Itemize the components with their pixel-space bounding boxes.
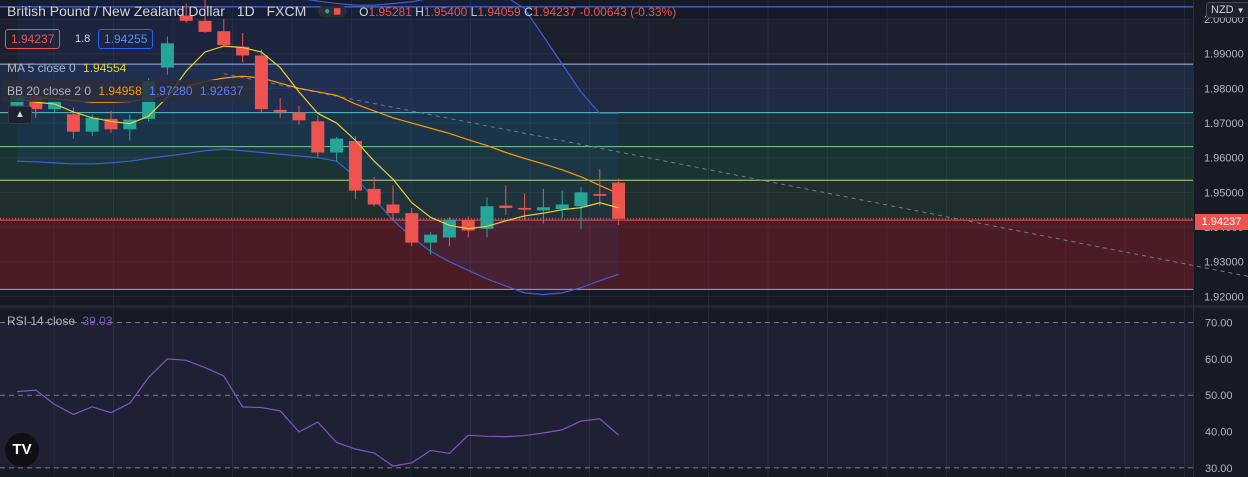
candle	[555, 190, 569, 219]
candle	[536, 188, 550, 224]
rsi-tick-label: 50.00	[1205, 390, 1233, 402]
symbol-title[interactable]: British Pound / New Zealand Dollar	[7, 3, 225, 19]
candle	[123, 114, 137, 141]
candle-body	[85, 117, 99, 132]
candle	[461, 216, 475, 238]
currency-selector[interactable]: NZD ▼	[1206, 2, 1248, 18]
tradingview-logo-icon[interactable]: TV	[5, 433, 39, 467]
candle	[217, 19, 231, 47]
chevron-down-icon: ▼	[1236, 6, 1245, 15]
candle-body	[536, 207, 550, 211]
bb-legend[interactable]: BB 20 close 2 0 1.94958 1.97280 1.92637	[2, 80, 252, 102]
price-tick-label: 1.95000	[1204, 187, 1244, 199]
currency-icon: ◼	[332, 6, 342, 17]
chart-legend: British Pound / New Zealand Dollar 1D FX…	[7, 3, 676, 19]
candle-body	[123, 119, 137, 130]
buy-price-button[interactable]: 1.94255	[98, 29, 154, 49]
price-zone	[0, 112, 1193, 147]
candle-body	[518, 207, 532, 210]
candle	[198, 0, 212, 33]
candle	[292, 105, 306, 125]
market-open-dot-icon: ●	[324, 6, 331, 17]
candle-body	[424, 234, 438, 243]
candle	[66, 107, 80, 139]
ohlc-values: O1.95281 H1.95400 L1.94059 C1.94237 -0.0…	[359, 5, 677, 19]
candle	[405, 207, 419, 247]
price-tick-label: 1.98000	[1204, 83, 1244, 95]
candle-body	[160, 43, 174, 68]
candle-body	[442, 220, 456, 238]
candle-body	[480, 206, 494, 229]
candle	[386, 185, 400, 221]
candle-body	[574, 192, 588, 207]
candle-body	[461, 220, 475, 231]
rsi-tick-label: 30.00	[1205, 463, 1233, 475]
candle	[179, 3, 193, 23]
candle-body	[254, 55, 268, 110]
last-price-tag: 1.94237	[1195, 214, 1248, 230]
candle-body	[104, 118, 118, 130]
candle	[593, 168, 607, 207]
ma-legend[interactable]: MA 5 close 0 1.94554	[7, 61, 127, 75]
price-zone	[0, 220, 1193, 290]
candle-body	[198, 20, 212, 32]
candle-body	[48, 100, 62, 110]
candle-body	[292, 112, 306, 121]
rsi-legend[interactable]: RSI 14 close 39.03	[7, 314, 113, 328]
candle	[160, 36, 174, 75]
candle	[254, 49, 268, 113]
candle-body	[273, 109, 287, 112]
candle-body	[367, 188, 381, 205]
moving-average	[16, 45, 619, 230]
ma-line	[16, 45, 619, 230]
bb-middle-line	[16, 75, 619, 195]
candle	[273, 98, 287, 118]
bb-upper-line	[306, 0, 619, 114]
candle	[311, 115, 325, 158]
price-tick-label: 1.99000	[1204, 49, 1244, 61]
price-tick-label: 1.96000	[1204, 153, 1244, 165]
candle-body	[311, 121, 325, 153]
candle-body	[66, 114, 80, 132]
rsi-tick-label: 70.00	[1205, 318, 1233, 330]
candle	[612, 178, 626, 225]
candle-body	[555, 204, 569, 209]
candle	[480, 197, 494, 238]
candle-body	[593, 194, 607, 196]
candle	[424, 232, 438, 255]
source-label: FXCM	[266, 3, 307, 19]
spread-value: 1.8	[75, 33, 91, 45]
rsi-tick-label: 40.00	[1205, 427, 1233, 439]
candle	[499, 185, 513, 215]
candle	[348, 136, 362, 200]
price-zone	[0, 180, 1193, 221]
candle	[330, 136, 344, 162]
price-tick-label: 1.93000	[1204, 257, 1244, 269]
candle-body	[330, 138, 344, 153]
interval-label[interactable]: 1D	[236, 3, 255, 19]
price-tick-label: 1.92000	[1204, 291, 1244, 303]
candle-body	[405, 213, 419, 243]
rsi-pane	[0, 322, 1193, 469]
candle-body	[348, 141, 362, 191]
chevron-up-icon[interactable]: ▲	[8, 106, 32, 124]
candle-body	[386, 204, 400, 214]
market-status-badge[interactable]: ● ◼	[318, 6, 348, 17]
trend-line	[223, 73, 1248, 277]
candle-body	[499, 205, 513, 208]
candle	[367, 176, 381, 207]
candle-body	[612, 182, 626, 219]
candle-body	[236, 46, 250, 56]
sell-price-button[interactable]: 1.94237	[5, 29, 61, 49]
rsi-tick-label: 60.00	[1205, 354, 1233, 366]
candlesticks[interactable]	[10, 0, 626, 255]
price-tick-label: 1.97000	[1204, 118, 1244, 130]
candle-body	[217, 31, 231, 46]
rsi-line	[16, 358, 619, 467]
candle-body	[179, 15, 193, 21]
